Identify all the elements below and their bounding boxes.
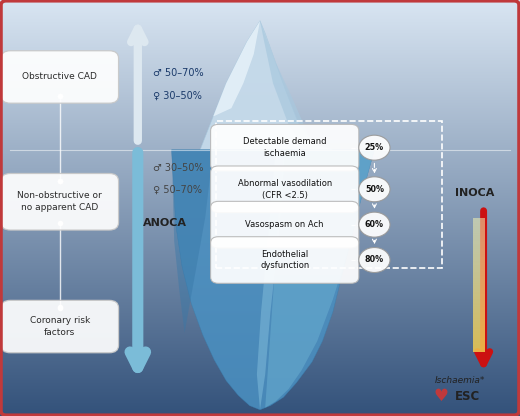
Polygon shape [200, 21, 333, 150]
FancyBboxPatch shape [1, 51, 119, 103]
Polygon shape [265, 150, 374, 408]
Polygon shape [257, 150, 285, 410]
FancyBboxPatch shape [211, 166, 359, 213]
FancyBboxPatch shape [1, 173, 119, 230]
Polygon shape [172, 150, 213, 333]
FancyBboxPatch shape [211, 124, 359, 171]
Polygon shape [172, 150, 374, 410]
Text: Endothelial
dysfunction: Endothelial dysfunction [260, 250, 309, 270]
Text: Coronary risk
factors: Coronary risk factors [30, 316, 90, 337]
Text: 60%: 60% [365, 220, 384, 229]
Text: Ischaemia*: Ischaemia* [435, 376, 485, 385]
Text: Obstructive CAD: Obstructive CAD [22, 72, 97, 82]
Text: ♀ 50–70%: ♀ 50–70% [153, 184, 202, 194]
FancyBboxPatch shape [211, 201, 359, 248]
Text: Abnormal vasodilation
(CFR <2.5): Abnormal vasodilation (CFR <2.5) [238, 179, 332, 200]
Text: ANOCA: ANOCA [143, 218, 187, 228]
Text: Non-obstructive or
no apparent CAD: Non-obstructive or no apparent CAD [18, 191, 102, 212]
Text: Detectable demand
ischaemia: Detectable demand ischaemia [243, 137, 327, 158]
Text: 50%: 50% [365, 185, 384, 194]
Circle shape [359, 135, 390, 160]
FancyBboxPatch shape [1, 300, 119, 353]
Text: Vasospasm on Ach: Vasospasm on Ach [245, 220, 324, 229]
Polygon shape [213, 21, 260, 116]
Circle shape [359, 177, 390, 202]
Text: ♥: ♥ [433, 387, 448, 405]
Text: ♂ 30–50%: ♂ 30–50% [153, 163, 204, 173]
Text: ♂ 50–70%: ♂ 50–70% [153, 68, 204, 78]
Text: INOCA: INOCA [455, 188, 495, 198]
Circle shape [359, 248, 390, 272]
Circle shape [359, 212, 390, 237]
Text: ESC: ESC [456, 389, 480, 403]
Text: 25%: 25% [365, 143, 384, 152]
Text: 80%: 80% [365, 255, 384, 265]
Polygon shape [260, 21, 333, 150]
FancyBboxPatch shape [211, 237, 359, 283]
Text: ♀ 30–50%: ♀ 30–50% [153, 91, 202, 101]
